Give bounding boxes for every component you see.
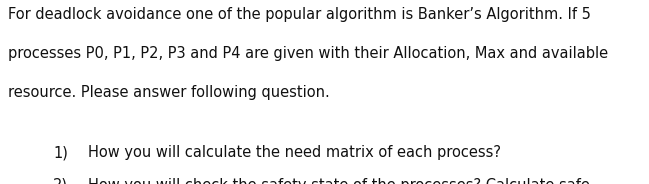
Text: How you will calculate the need matrix of each process?: How you will calculate the need matrix o… (88, 145, 500, 160)
Text: For deadlock avoidance one of the popular algorithm is Banker’s Algorithm. If 5: For deadlock avoidance one of the popula… (8, 7, 591, 22)
Text: resource. Please answer following question.: resource. Please answer following questi… (8, 85, 330, 100)
Text: 1): 1) (53, 145, 68, 160)
Text: processes P0, P1, P2, P3 and P4 are given with their Allocation, Max and availab: processes P0, P1, P2, P3 and P4 are give… (8, 46, 608, 61)
Text: 2): 2) (53, 178, 68, 184)
Text: How you will check the safety state of the processes? Calculate safe: How you will check the safety state of t… (88, 178, 589, 184)
